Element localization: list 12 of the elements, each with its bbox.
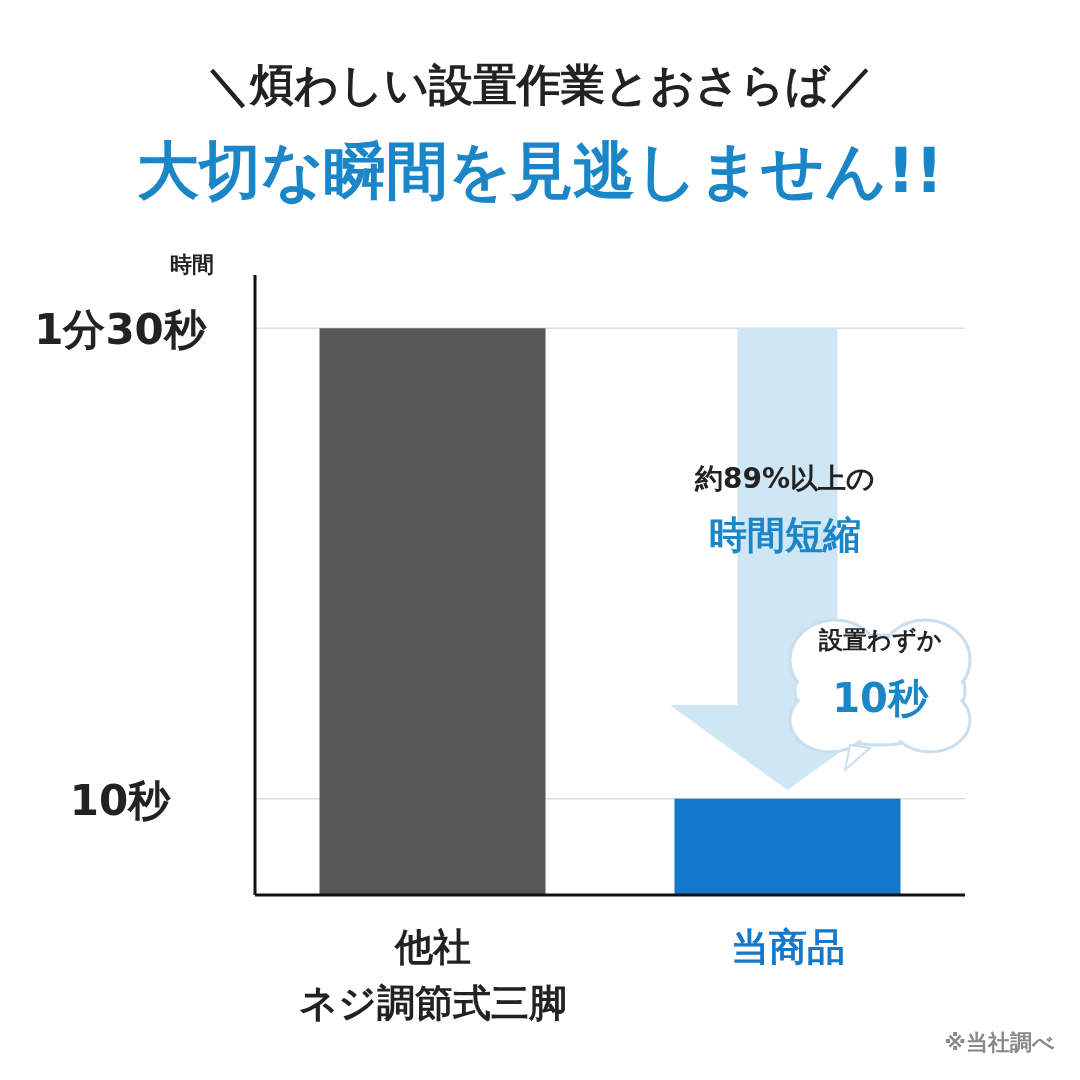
- annotation: 10秒: [832, 675, 929, 721]
- annotation: 時間短縮: [709, 513, 861, 557]
- text: ※当社調べ: [944, 1030, 1055, 1055]
- y-axis-title: 時間: [170, 252, 214, 277]
- x-tick-label: 当商品: [730, 925, 845, 969]
- ref-line-label: 10秒: [69, 775, 172, 825]
- chart-subtitle: 大切な瞬間を見逃しません!!: [136, 134, 944, 207]
- ref-line-label: 1分30秒: [34, 305, 207, 355]
- chart-title: ＼煩わしい設置作業とおさらば／: [206, 59, 874, 110]
- x-tick-label: 他社ネジ調節式三脚: [298, 925, 567, 1025]
- annotation: 設置わずか: [817, 626, 942, 654]
- annotation: 約89%以上の: [693, 462, 876, 495]
